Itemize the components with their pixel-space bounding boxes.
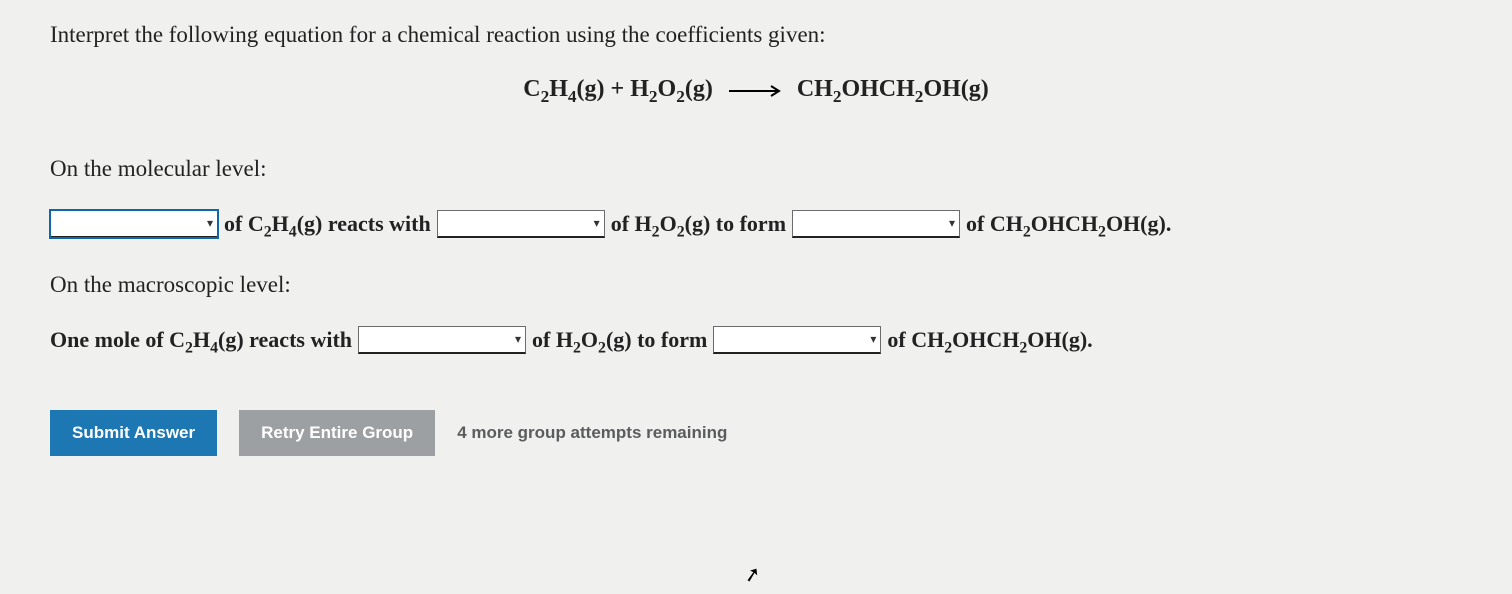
reactant-1: C2H4(g) <box>523 76 604 102</box>
chevron-down-icon: ▾ <box>870 332 876 346</box>
chevron-down-icon: ▾ <box>515 332 521 346</box>
molecular-level-sentence: ▾ of C2H4(g) reacts with ▾ of H2O2(g) to… <box>50 210 1462 238</box>
text-segment: One mole of C2H4(g) reacts with <box>50 327 352 353</box>
product-1: CH2OHCH2OH(g) <box>797 76 989 102</box>
submit-answer-button[interactable]: Submit Answer <box>50 410 217 456</box>
text-segment: of CH2OHCH2OH(g). <box>966 211 1171 237</box>
macroscopic-dropdown-2[interactable]: ▾ <box>713 326 881 354</box>
macroscopic-level-label: On the macroscopic level: <box>50 272 1462 298</box>
retry-group-button[interactable]: Retry Entire Group <box>239 410 435 456</box>
text-segment: of H2O2(g) to form <box>532 327 707 353</box>
macroscopic-dropdown-1[interactable]: ▾ <box>358 326 526 354</box>
action-row: Submit Answer Retry Entire Group 4 more … <box>50 410 1462 456</box>
reactant-2: H2O2(g) <box>630 76 713 102</box>
cursor-icon: ➚ <box>742 561 764 589</box>
text-segment: of C2H4(g) reacts with <box>224 211 431 237</box>
chevron-down-icon: ▾ <box>207 216 213 230</box>
macroscopic-level-sentence: One mole of C2H4(g) reacts with ▾ of H2O… <box>50 326 1462 354</box>
molecular-dropdown-2[interactable]: ▾ <box>437 210 605 238</box>
text-segment: of H2O2(g) to form <box>611 211 786 237</box>
chevron-down-icon: ▾ <box>949 216 955 230</box>
question-prompt: Interpret the following equation for a c… <box>50 22 1462 48</box>
molecular-dropdown-1[interactable]: ▾ <box>50 210 218 238</box>
plus-sign: + <box>605 76 631 102</box>
reaction-arrow-icon <box>729 77 785 104</box>
molecular-level-label: On the molecular level: <box>50 156 1462 182</box>
chemical-equation: C2H4(g) + H2O2(g) CH2OHCH2OH(g) <box>50 76 1462 104</box>
molecular-dropdown-3[interactable]: ▾ <box>792 210 960 238</box>
attempts-remaining: 4 more group attempts remaining <box>457 423 727 443</box>
chevron-down-icon: ▾ <box>594 216 600 230</box>
text-segment: of CH2OHCH2OH(g). <box>887 327 1092 353</box>
